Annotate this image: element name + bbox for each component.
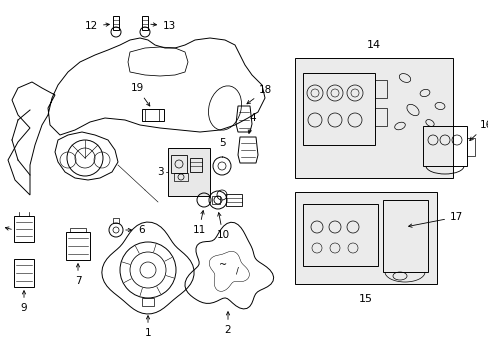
Text: /: / (236, 267, 238, 276)
Bar (168, 148, 209, 196)
Bar (466, 138, 474, 156)
Bar (142, 16, 148, 30)
Text: 1: 1 (144, 316, 151, 338)
Bar (374, 108, 386, 126)
Bar (171, 155, 186, 173)
Bar (374, 80, 386, 98)
Text: 10: 10 (216, 213, 229, 240)
Text: 14: 14 (366, 40, 380, 50)
Text: 8: 8 (0, 220, 11, 230)
Bar (142, 298, 154, 306)
Text: 12: 12 (84, 21, 109, 31)
Text: 13: 13 (150, 21, 176, 31)
Text: ~: ~ (219, 260, 226, 270)
Text: 7: 7 (75, 264, 81, 286)
Bar (190, 158, 202, 172)
Bar (66, 232, 90, 260)
Text: 2: 2 (224, 312, 231, 335)
Text: 11: 11 (192, 211, 205, 235)
Bar (70, 228, 86, 232)
Bar (422, 126, 466, 166)
Text: 9: 9 (20, 291, 27, 313)
Bar (294, 58, 452, 178)
Bar (113, 218, 119, 223)
Bar (113, 16, 119, 30)
Text: 5: 5 (218, 138, 225, 148)
Text: 15: 15 (358, 294, 372, 304)
Bar (212, 196, 220, 204)
Text: 3: 3 (157, 167, 163, 177)
Text: 19: 19 (130, 83, 149, 106)
Text: 4: 4 (248, 113, 256, 134)
Bar (225, 194, 242, 206)
Bar (303, 204, 377, 266)
Bar (294, 192, 436, 284)
Bar (174, 173, 187, 181)
Bar (382, 200, 427, 272)
Text: 16: 16 (469, 120, 488, 140)
Bar (142, 109, 163, 121)
Bar (14, 259, 34, 287)
Bar (303, 73, 374, 145)
Text: 18: 18 (246, 85, 272, 104)
Text: 17: 17 (408, 212, 462, 227)
Bar (14, 216, 34, 242)
Text: 6: 6 (125, 225, 144, 235)
